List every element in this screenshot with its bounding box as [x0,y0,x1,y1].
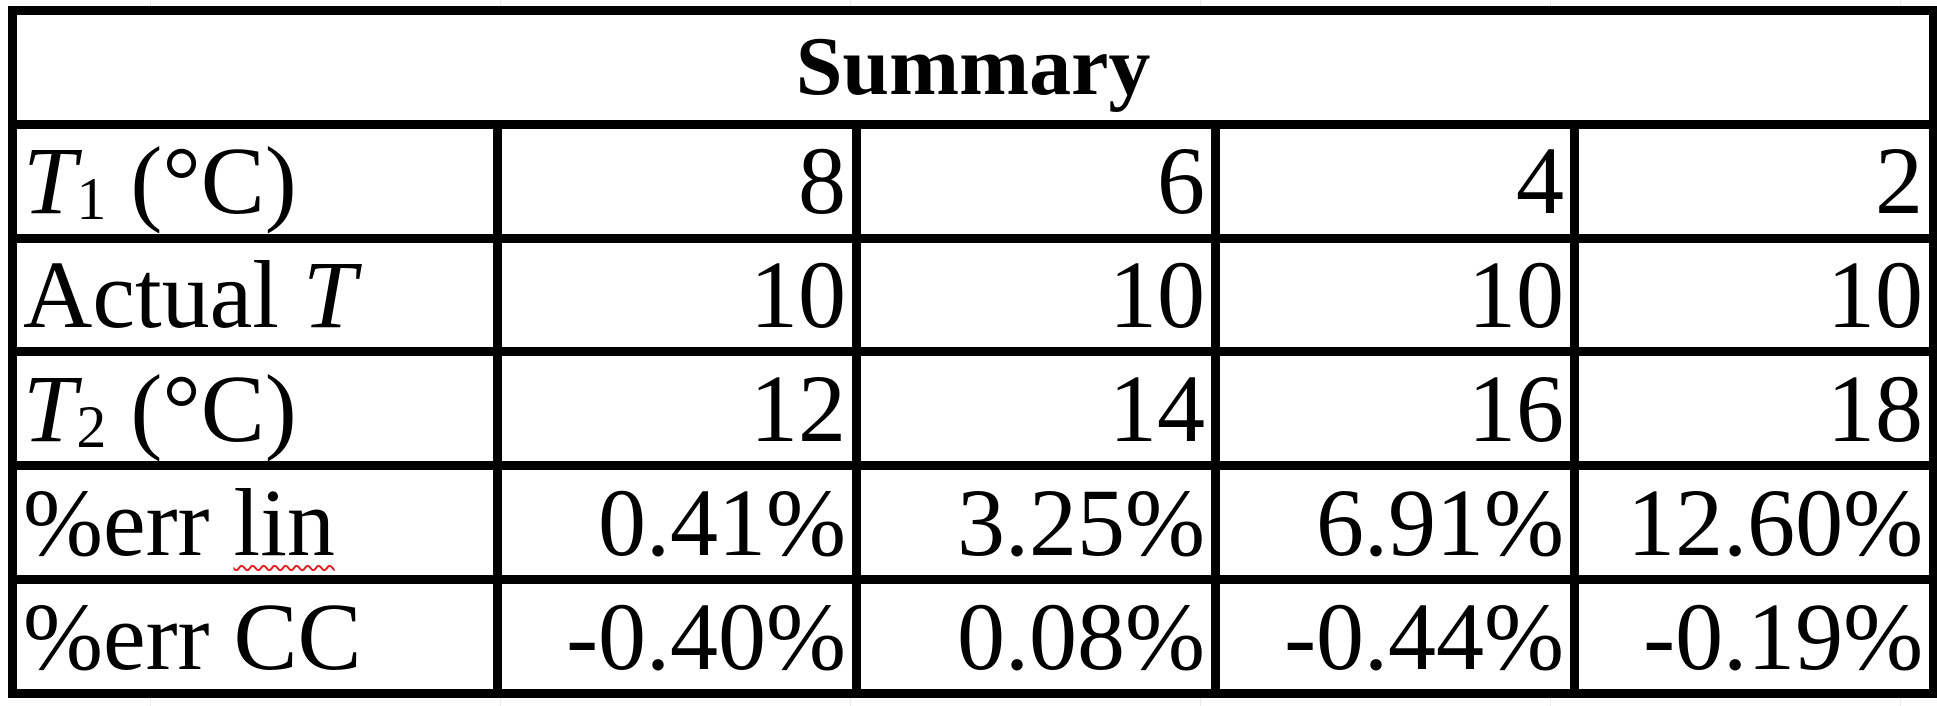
var-subscript: 2 [76,393,107,460]
table-row-actual-t: Actual T 10 10 10 10 [8,233,1937,357]
cell-t2-2[interactable]: 14 [852,347,1220,471]
summary-table: Summary T1 (°C) 8 6 4 2 Actual T 10 10 1… [7,6,1937,698]
unit-text: (°C) [106,127,297,235]
cell-err-lin-2[interactable]: 3.25% [852,461,1220,585]
row-label-err-lin[interactable]: %err lin [8,461,502,585]
unit-text: (°C) [106,354,297,462]
cell-t1-4[interactable]: 2 [1569,119,1937,243]
var-symbol: T [23,354,77,462]
cell-err-lin-4[interactable]: 12.60% [1569,461,1937,585]
label-prefix: Actual [23,241,303,349]
cell-err-lin-1[interactable]: 0.41% [493,461,861,585]
cell-err-cc-1[interactable]: -0.40% [493,575,861,698]
var-subscript: 1 [76,166,107,233]
var-symbol: T [302,241,357,349]
row-label-err-cc[interactable]: %err CC [8,575,502,698]
cell-t2-1[interactable]: 12 [493,347,861,471]
label-prefix: %err [23,468,234,576]
cell-t1-3[interactable]: 4 [1211,119,1579,243]
cell-actual-2[interactable]: 10 [852,233,1220,357]
spellcheck-flagged-word: lin [233,468,335,576]
table-row-err-lin: %err lin 0.41% 3.25% 6.91% 12.60% [8,461,1937,585]
cell-err-lin-3[interactable]: 6.91% [1211,461,1579,585]
table-row-t1: T1 (°C) 8 6 4 2 [8,119,1937,243]
cell-err-cc-3[interactable]: -0.44% [1211,575,1579,698]
cell-t2-4[interactable]: 18 [1569,347,1937,471]
cell-actual-1[interactable]: 10 [493,233,861,357]
label-prefix: %err CC [23,582,362,690]
table-row-err-cc: %err CC -0.40% 0.08% -0.44% -0.19% [8,575,1937,698]
row-label-t2[interactable]: T2 (°C) [8,347,502,471]
row-label-t1[interactable]: T1 (°C) [8,119,502,243]
var-symbol: T [23,127,77,235]
row-label-actual-t[interactable]: Actual T [8,233,502,357]
cell-actual-4[interactable]: 10 [1569,233,1937,357]
cell-t2-3[interactable]: 16 [1211,347,1579,471]
cell-err-cc-4[interactable]: -0.19% [1569,575,1937,698]
cell-t1-2[interactable]: 6 [852,119,1220,243]
title-row: Summary [7,6,1937,129]
cell-err-cc-2[interactable]: 0.08% [852,575,1220,698]
table-row-t2: T2 (°C) 12 14 16 18 [8,347,1937,471]
cell-t1-1[interactable]: 8 [493,119,861,243]
cell-actual-3[interactable]: 10 [1211,233,1579,357]
table-title[interactable]: Summary [7,6,1937,129]
